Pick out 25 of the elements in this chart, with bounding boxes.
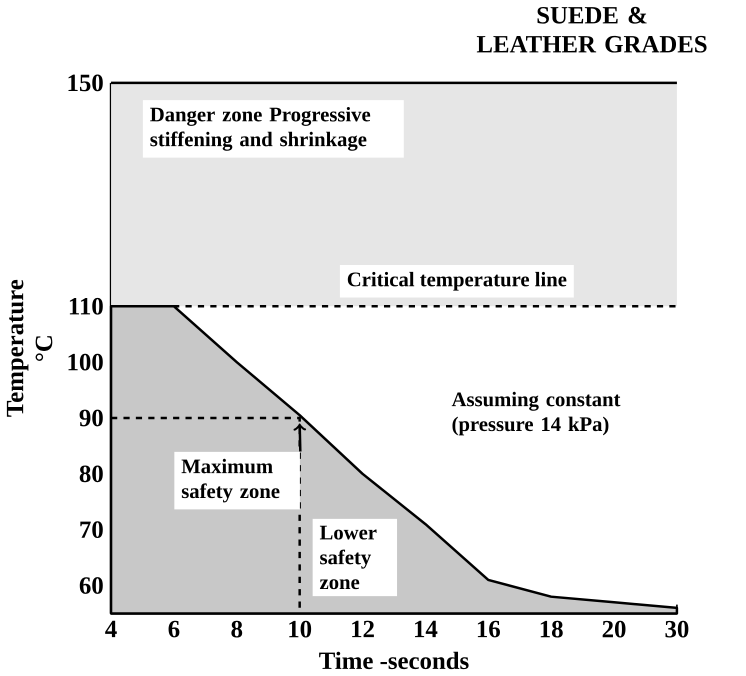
x-tick-label: 16 (478, 620, 500, 638)
y-tick-label: 90 (80, 410, 103, 426)
y-tick-label: 80 (80, 465, 103, 482)
x-tick-label: 18 (540, 620, 563, 638)
annotation: Assuming constant (pressure 14 kPa) (452, 392, 620, 436)
y-axis-title: Temperature °C (6, 280, 52, 417)
y-tick-label: 70 (80, 521, 103, 538)
ref-line-label: Critical temperature line (348, 272, 566, 291)
chart-title: SUEDE & LEATHER GRADES (476, 6, 707, 53)
x-axis-title: Time -seconds (319, 652, 469, 670)
y-tick-label: 100 (68, 354, 103, 370)
x-tick-label: 4 (105, 620, 117, 638)
x-tick-label: 6 (168, 620, 180, 638)
y-tick-label: 150 (68, 74, 103, 92)
x-tick-label: 8 (231, 620, 242, 638)
x-tick-label: 10 (289, 620, 312, 638)
band-label: Danger zone Progressive stiffening and shrinkage (150, 106, 370, 151)
annotation: Maximum safety zone (182, 458, 280, 502)
x-tick-label: 14 (414, 620, 438, 638)
x-tick-label: 20 (602, 620, 626, 638)
y-tick-label: 110 (70, 298, 103, 315)
annotation: Lower safety zone (320, 526, 377, 590)
x-tick-label: 12 (352, 620, 374, 638)
y-tick-label: 60 (80, 577, 103, 594)
x-tick-label: 30 (665, 620, 688, 638)
